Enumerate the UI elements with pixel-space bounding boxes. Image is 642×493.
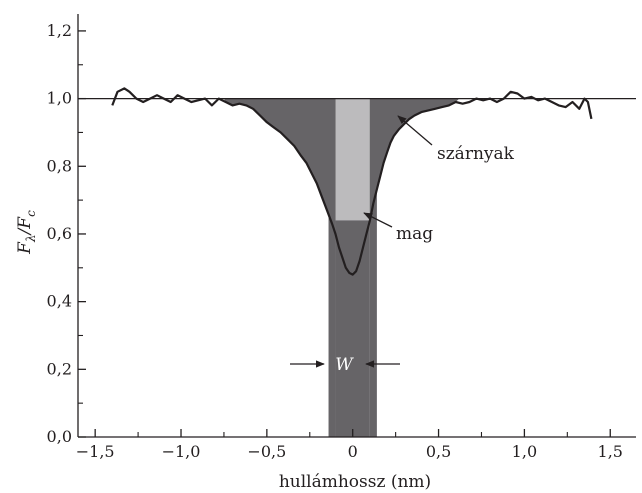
x-axis-label: hullámhossz (nm) xyxy=(279,472,431,492)
x-tick-label: −1,0 xyxy=(162,442,201,461)
y-tick-label: 0,8 xyxy=(47,156,72,175)
width-label: W xyxy=(335,355,354,375)
annotations: szárnyak mag W xyxy=(290,115,515,375)
x-tick-label: 0,5 xyxy=(426,442,451,461)
wings-pointer xyxy=(397,115,433,146)
core-band-left-strip xyxy=(328,98,336,437)
line-profile-curve xyxy=(111,87,593,276)
x-tick-label: −1,5 xyxy=(76,442,115,461)
x-tick-label: −0,5 xyxy=(247,442,286,461)
axes xyxy=(77,14,636,438)
wings-label: szárnyak xyxy=(437,144,515,164)
y-tick-label: 0,4 xyxy=(47,292,72,311)
x-ticks: −1,5 −1,0 −0,5 0 0,5 1,0 1,5 xyxy=(76,429,623,461)
y-ticks: 0,0 0,2 0,4 0,6 0,8 1,0 1,2 xyxy=(47,21,86,446)
y-tick-label: 1,2 xyxy=(47,21,72,40)
y-tick-label: 0,0 xyxy=(47,427,72,446)
y-tick-label: 0,6 xyxy=(47,224,72,243)
y-tick-label: 0,2 xyxy=(47,359,72,378)
core-band-right-strip xyxy=(369,98,377,437)
y-axis-label: Fλ/Fc xyxy=(15,210,38,255)
x-tick-label: 1,0 xyxy=(512,442,537,461)
y-tick-label: 1,0 xyxy=(47,89,72,108)
core-label: mag xyxy=(396,224,433,244)
absorption-fills xyxy=(223,98,460,437)
x-tick-label: 0 xyxy=(348,442,358,461)
core-pointer xyxy=(363,212,393,228)
x-tick-label: 1,5 xyxy=(598,442,623,461)
